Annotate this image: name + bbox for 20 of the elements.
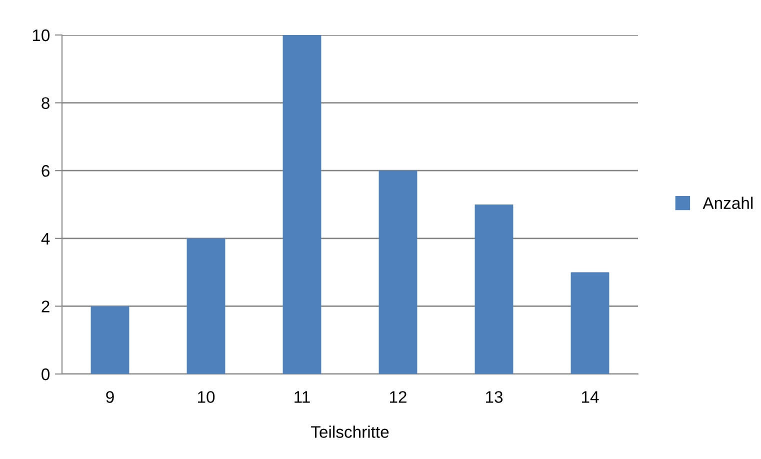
x-tick-label: 14 (582, 391, 599, 403)
y-tick-label: 2 (42, 300, 50, 312)
legend-label: Anzahl (702, 196, 753, 210)
x-tick-label: 13 (486, 391, 503, 403)
y-tick-label: 8 (42, 97, 50, 110)
x-tick-label: 9 (106, 391, 114, 403)
y-tick-label: 4 (41, 232, 50, 244)
y-tick-label: 6 (42, 165, 50, 177)
bar (186, 238, 226, 374)
bar (474, 204, 514, 374)
x-tick-label: 11 (294, 391, 310, 403)
x-axis-title: Teilschritte (311, 426, 389, 438)
x-tick-label: 10 (198, 391, 215, 403)
y-tick-label: 10 (32, 29, 50, 42)
y-tick-label: 0 (42, 368, 50, 380)
bar (570, 272, 610, 374)
bar (90, 306, 130, 374)
bar (378, 170, 418, 374)
bar (282, 35, 322, 374)
x-tick-label: 12 (390, 391, 406, 403)
